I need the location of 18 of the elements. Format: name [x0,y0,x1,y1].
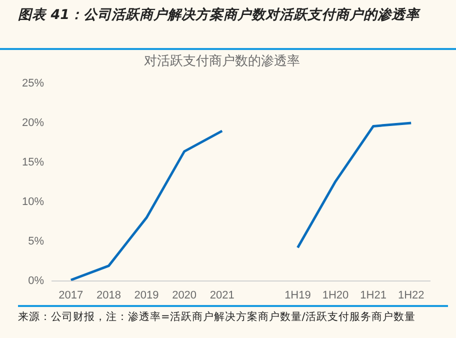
x-tick-label: 2017 [58,289,84,302]
y-tick-label: 20% [22,117,44,130]
x-tick-label: 2019 [134,289,159,302]
x-tick-label: 1H19 [284,289,311,302]
chart-title: 图表 41：公司活跃商户解决方案商户数对活跃支付商户的渗透率 [0,0,456,50]
x-tick-label: 1H22 [398,289,424,302]
chart-subtitle: 对活跃支付商户数的渗透率 [144,53,300,70]
y-tick-label: 25% [22,78,44,90]
x-tick-label: 1H21 [360,289,386,302]
x-tick-label: 2020 [172,289,197,302]
y-tick-label: 15% [22,156,44,169]
source-note: 来源：公司财报，注：渗透率=活跃商户解决方案商户数量/活跃支付服务商户数量 [18,310,416,324]
x-tick-label: 2018 [96,289,121,302]
x-tick-label: 1H20 [322,289,349,302]
y-tick-label: 0% [28,274,44,287]
y-tick-label: 5% [28,235,44,248]
x-tick-label: 2021 [210,289,234,302]
y-tick-label: 10% [22,196,44,208]
